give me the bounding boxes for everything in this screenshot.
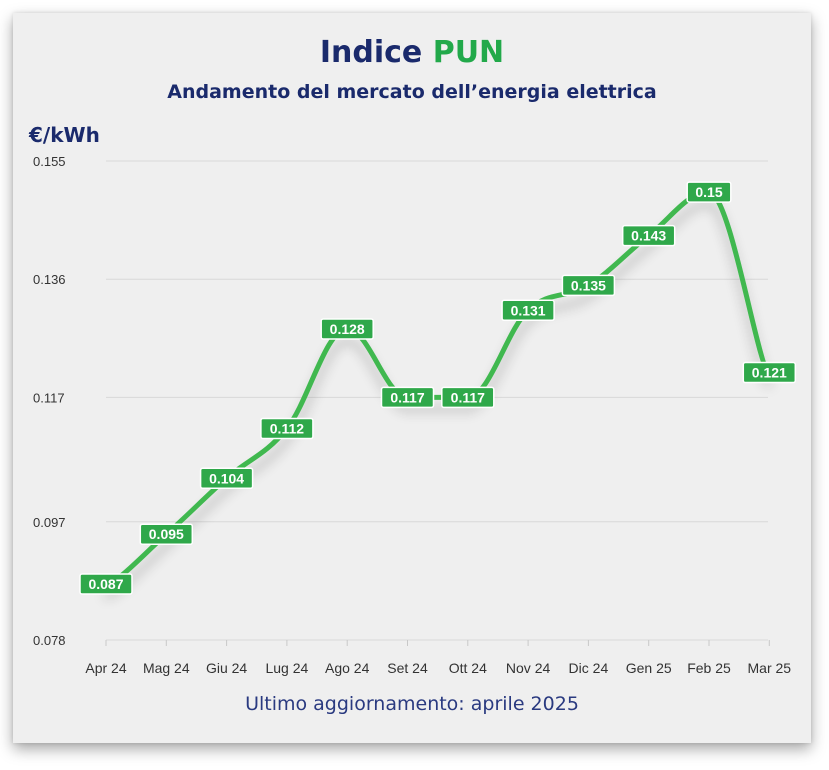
data-label-layer: 0.087 0.095 0.104 0.112 0.128 0.117 0.117 0.131… <box>79 181 797 595</box>
last-update-note: Ultimo aggiornamento: aprile 2025 <box>245 693 579 715</box>
x-tick-label: Lug 24 <box>265 660 308 676</box>
series-line <box>103 189 772 587</box>
data-point-label: 0.135 <box>561 274 616 297</box>
data-label-box <box>380 386 435 409</box>
x-tick-label: Nov 24 <box>506 660 551 676</box>
x-tick-label: Mag 24 <box>143 660 190 676</box>
grid-layer: 0.078 0.097 0.117 0.136 0.155 Apr 24 Mag 24 Giu… <box>33 154 791 676</box>
data-label-box <box>199 467 254 490</box>
data-label-text: 0.143 <box>631 228 666 244</box>
data-label-text: 0.087 <box>88 576 123 592</box>
data-label-box <box>742 361 797 384</box>
y-tick-label: 0.117 <box>33 390 65 405</box>
data-label-text: 0.104 <box>209 470 244 486</box>
x-tick-label: Mar 25 <box>748 660 792 676</box>
data-label-box <box>139 523 194 545</box>
data-label-text: 0.117 <box>390 389 424 405</box>
x-tick-label: Dic 24 <box>569 660 609 676</box>
x-tick-label: Feb 25 <box>687 660 731 676</box>
y-tick-label: 0.078 <box>33 633 66 648</box>
x-tick-label: Ago 24 <box>325 660 370 676</box>
series-layer <box>103 189 772 587</box>
data-label-box <box>501 299 555 322</box>
data-point-label: 0.117 <box>441 386 495 409</box>
data-label-box <box>79 573 133 595</box>
data-label-text: 0.135 <box>571 277 606 293</box>
data-point-label: 0.095 <box>139 523 194 545</box>
data-point-label: 0.104 <box>199 467 254 490</box>
data-point-label: 0.128 <box>320 318 374 340</box>
title-main: Indice <box>319 35 423 70</box>
data-point-label: 0.15 <box>686 181 732 203</box>
data-label-text: 0.095 <box>149 526 184 542</box>
data-label-box <box>320 318 374 340</box>
data-label-box <box>561 274 616 297</box>
data-point-label: 0.143 <box>621 224 676 247</box>
chart-card: Indice PUN Andamento del mercato dell’en… <box>13 13 811 743</box>
data-point-label: 0.112 <box>260 417 314 440</box>
data-label-text: 0.112 <box>270 420 304 436</box>
data-label-text: 0.15 <box>695 184 722 200</box>
x-tick-label: Set 24 <box>387 660 428 676</box>
data-label-text: 0.131 <box>511 302 546 318</box>
data-label-box <box>686 181 732 203</box>
y-tick-label: 0.097 <box>33 515 66 530</box>
y-tick-label: 0.136 <box>33 272 66 287</box>
data-label-text: 0.117 <box>451 389 485 405</box>
x-tick-label: Giu 24 <box>206 660 247 676</box>
data-label-text: 0.128 <box>330 321 365 337</box>
data-point-label: 0.121 <box>742 361 797 384</box>
data-label-box <box>441 386 495 409</box>
x-tick-label: Ott 24 <box>449 660 487 676</box>
y-axis-unit: €/kWh <box>29 123 100 147</box>
x-tick-label: Gen 25 <box>626 660 672 676</box>
data-point-label: 0.131 <box>501 299 555 322</box>
chart-title: Indice PUN <box>13 35 811 70</box>
x-tick-label: Apr 24 <box>85 660 126 676</box>
data-point-label: 0.087 <box>79 573 133 595</box>
y-tick-label: 0.155 <box>33 154 66 169</box>
data-label-box <box>260 417 314 440</box>
chart-subtitle: Andamento del mercato dell’energia elett… <box>167 81 657 103</box>
data-point-label: 0.117 <box>380 386 435 409</box>
title-accent: PUN <box>432 35 505 70</box>
data-label-text: 0.121 <box>752 365 787 381</box>
data-label-box <box>621 224 676 247</box>
